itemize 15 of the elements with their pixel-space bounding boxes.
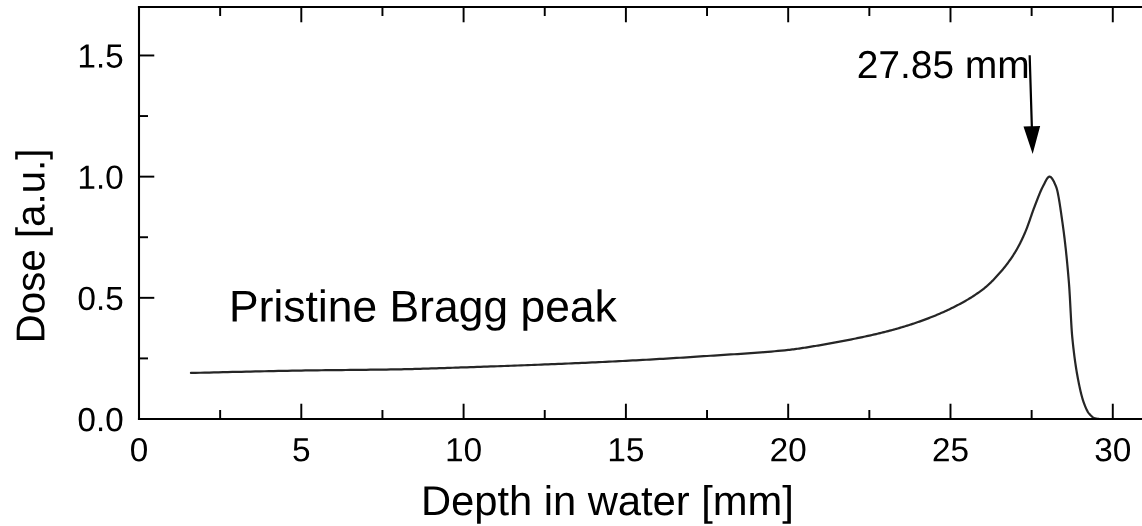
x-tick-label: 15: [609, 438, 644, 462]
annotation: 27.85 mm: [858, 50, 1028, 79]
x-tick-label: 5: [293, 438, 310, 462]
annotation: Pristine Bragg peak: [232, 289, 617, 331]
y-tick-label: 0.5: [78, 286, 123, 311]
x-axis-title: Depth in water [mm]: [424, 484, 791, 524]
y-axis-title: Dose [a.u.]: [15, 151, 53, 341]
x-tick-label: 0: [131, 437, 147, 462]
x-tick-label: 30: [1095, 437, 1131, 462]
y-tick-label: 1.5: [79, 44, 123, 68]
y-tick-label: 0.0: [78, 407, 123, 432]
x-tick-label: 20: [771, 437, 806, 462]
x-tick-label: 25: [933, 437, 968, 462]
x-tick-label: 10: [447, 437, 481, 462]
y-tick-label: 1.0: [79, 165, 123, 190]
